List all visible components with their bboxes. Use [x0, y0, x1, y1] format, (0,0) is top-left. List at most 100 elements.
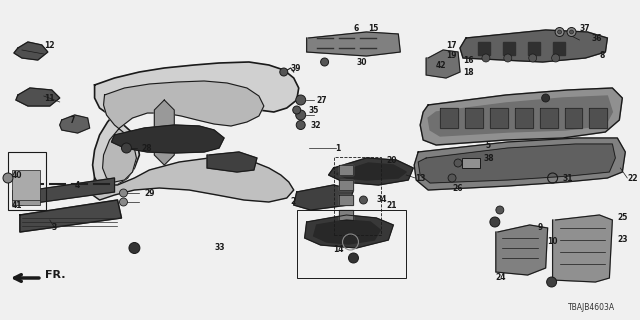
Polygon shape [414, 138, 625, 190]
Polygon shape [460, 30, 607, 62]
Text: 36: 36 [591, 34, 602, 43]
Circle shape [120, 189, 127, 197]
Circle shape [541, 94, 550, 102]
Polygon shape [552, 42, 564, 55]
Polygon shape [478, 42, 490, 55]
Circle shape [557, 30, 561, 34]
Circle shape [552, 54, 559, 62]
Polygon shape [589, 108, 607, 128]
Text: 2: 2 [291, 197, 296, 206]
Bar [462, 158, 480, 168]
Text: 26: 26 [452, 183, 463, 193]
Text: 24: 24 [496, 274, 506, 283]
Polygon shape [314, 220, 380, 244]
Text: 40: 40 [12, 171, 22, 180]
Circle shape [122, 143, 131, 153]
Polygon shape [426, 50, 460, 78]
Polygon shape [207, 152, 257, 172]
Circle shape [555, 28, 564, 36]
Text: 18: 18 [463, 68, 474, 76]
Polygon shape [490, 108, 508, 128]
Text: 12: 12 [44, 41, 54, 50]
Circle shape [280, 68, 288, 76]
Text: 9: 9 [538, 223, 543, 233]
Polygon shape [111, 125, 224, 153]
Text: 42: 42 [436, 60, 447, 69]
Text: 41: 41 [12, 201, 22, 210]
Text: 38: 38 [484, 154, 495, 163]
Text: 16: 16 [463, 55, 474, 65]
Bar [333, 157, 381, 235]
Text: 29: 29 [145, 188, 155, 197]
Polygon shape [440, 108, 458, 128]
Text: 6: 6 [353, 23, 359, 33]
Polygon shape [337, 163, 406, 180]
Polygon shape [552, 215, 612, 282]
Circle shape [570, 30, 573, 34]
Text: 10: 10 [548, 237, 558, 246]
Bar [12, 190, 40, 205]
Circle shape [529, 54, 537, 62]
Circle shape [482, 54, 490, 62]
Text: 5: 5 [486, 140, 491, 149]
Text: FR.: FR. [45, 270, 65, 280]
Text: 15: 15 [369, 23, 379, 33]
Text: 20: 20 [387, 156, 397, 164]
Circle shape [349, 253, 358, 263]
Circle shape [292, 106, 301, 114]
Polygon shape [528, 42, 540, 55]
Circle shape [296, 110, 306, 120]
Circle shape [490, 217, 500, 227]
Polygon shape [339, 180, 353, 190]
Polygon shape [20, 200, 122, 232]
Text: 31: 31 [563, 173, 573, 182]
Text: 27: 27 [317, 95, 327, 105]
Polygon shape [60, 115, 90, 133]
Circle shape [120, 198, 127, 206]
Text: 7: 7 [70, 116, 75, 124]
Text: 28: 28 [141, 143, 152, 153]
Polygon shape [154, 100, 174, 165]
Polygon shape [503, 42, 515, 55]
Circle shape [567, 28, 576, 36]
Text: 1: 1 [335, 143, 341, 153]
Circle shape [3, 173, 13, 183]
Text: 35: 35 [308, 106, 319, 115]
Circle shape [448, 174, 456, 182]
Text: TBAJB4603A: TBAJB4603A [568, 303, 615, 312]
Circle shape [129, 243, 140, 253]
Text: 34: 34 [376, 196, 387, 204]
Polygon shape [515, 108, 532, 128]
Text: 8: 8 [600, 51, 605, 60]
Polygon shape [420, 88, 622, 145]
Text: 33: 33 [214, 244, 225, 252]
Polygon shape [294, 185, 353, 210]
Circle shape [296, 121, 305, 130]
Polygon shape [564, 108, 582, 128]
Text: 4: 4 [75, 180, 80, 189]
Polygon shape [339, 165, 353, 175]
Circle shape [547, 277, 557, 287]
Text: 30: 30 [356, 58, 367, 67]
Polygon shape [16, 88, 60, 106]
Polygon shape [307, 32, 400, 56]
Text: 39: 39 [291, 63, 301, 73]
Circle shape [454, 159, 462, 167]
Polygon shape [102, 81, 264, 182]
Text: 37: 37 [579, 23, 590, 33]
Polygon shape [418, 144, 615, 183]
Circle shape [496, 206, 504, 214]
Text: 17: 17 [446, 41, 457, 50]
Polygon shape [428, 96, 612, 136]
Polygon shape [496, 225, 548, 275]
Polygon shape [328, 158, 413, 185]
Text: 22: 22 [627, 173, 638, 182]
Text: 25: 25 [618, 213, 628, 222]
Bar [297, 210, 406, 278]
Polygon shape [93, 158, 294, 202]
Text: 11: 11 [44, 93, 54, 102]
Circle shape [360, 196, 367, 204]
Bar [8, 152, 46, 210]
Text: 13: 13 [415, 173, 426, 182]
Circle shape [504, 54, 512, 62]
